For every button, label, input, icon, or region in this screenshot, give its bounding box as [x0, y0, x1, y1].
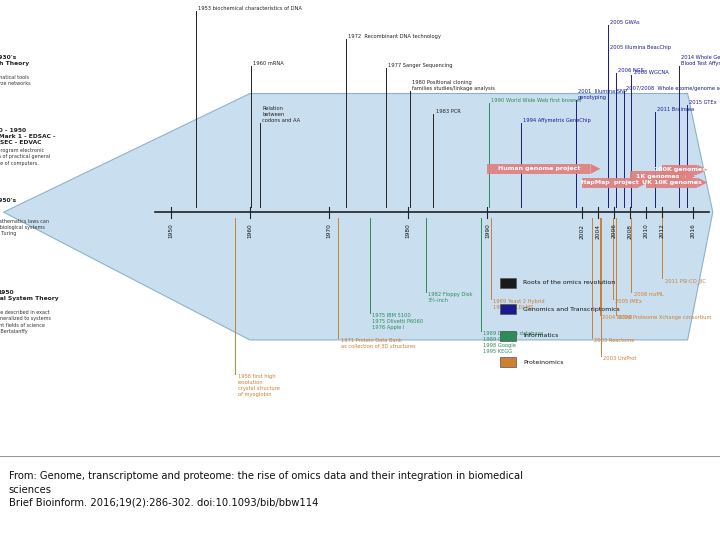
Text: 1990 World Wide Web first browser: 1990 World Wide Web first browser	[491, 98, 582, 103]
Text: 2006 NGS: 2006 NGS	[618, 68, 644, 73]
Text: 1990: 1990	[485, 224, 490, 239]
Text: 2012: 2012	[660, 224, 664, 239]
Text: Roots of the omics revolution: Roots of the omics revolution	[523, 280, 616, 286]
Text: 1970: 1970	[327, 224, 331, 239]
Text: 1958 first high
resolution
crystal structure
of myoglobin: 1958 first high resolution crystal struc…	[238, 374, 279, 397]
Text: 1989 DIP PPIs database
1989 GO
1998 Google
1995 KEGG: 1989 DIP PPIs database 1989 GO 1998 Goog…	[483, 331, 544, 354]
FancyBboxPatch shape	[500, 357, 516, 367]
Text: 1980: 1980	[406, 224, 410, 239]
Text: 2010: 2010	[644, 224, 648, 239]
Text: 2001  Illumina SNP
genotyping: 2001 Illumina SNP genotyping	[578, 90, 627, 100]
Text: Proteinomics: Proteinomics	[523, 360, 564, 365]
FancyBboxPatch shape	[487, 164, 590, 174]
Text: HapMap  project: HapMap project	[581, 180, 639, 185]
Text: UK 10K genomes: UK 10K genomes	[642, 180, 701, 185]
Text: Principles can be described in exact
formulas and generalized to systems
across : Principles can be described in exact for…	[0, 310, 51, 334]
Text: 2006: 2006	[612, 224, 616, 239]
Text: 1940 - 1950
Manchester Mark 1 - EDSAC -
SSEM - SSEC - EDVAC: 1940 - 1950 Manchester Mark 1 - EDSAC - …	[0, 128, 55, 145]
Text: 1972  Recombinant DNA technology: 1972 Recombinant DNA technology	[348, 34, 441, 39]
Text: From: Genome, transcriptome and proteome: the rise of omics data and their integ: From: Genome, transcriptome and proteome…	[9, 471, 523, 508]
Text: 2011 PSI:CO_JIC: 2011 PSI:CO_JIC	[665, 278, 706, 284]
FancyBboxPatch shape	[662, 165, 697, 175]
Polygon shape	[685, 171, 696, 181]
Text: 2016: 2016	[691, 224, 696, 238]
Text: 2003 Reactome: 2003 Reactome	[594, 338, 634, 343]
Text: 1960: 1960	[248, 224, 252, 238]
Text: 1953 biochemical characteristics of DNA: 1953 biochemical characteristics of DNA	[198, 6, 302, 11]
Text: 2015 GTEx: 2015 GTEx	[689, 100, 716, 105]
Text: 2004: 2004	[596, 224, 600, 239]
Text: 1994 Affymetrix GeneChip: 1994 Affymetrix GeneChip	[523, 118, 590, 123]
Text: 2006 Proteome Xchange consortium: 2006 Proteome Xchange consortium	[618, 315, 711, 320]
Text: 1977 Sanger Sequencing: 1977 Sanger Sequencing	[388, 63, 453, 69]
Text: 2008 WGCNA: 2008 WGCNA	[634, 70, 668, 75]
Text: 2005 GWAs: 2005 GWAs	[610, 20, 639, 25]
FancyBboxPatch shape	[582, 178, 638, 187]
Text: 2008 mzML: 2008 mzML	[634, 292, 663, 297]
Text: Genomics and Transcriptomics: Genomics and Transcriptomics	[523, 307, 620, 312]
Text: First stored-program electronic
computers. Idea of practical general
purpose use: First stored-program electronic computer…	[0, 148, 50, 166]
Text: Mathematical tools
to analyze networks: Mathematical tools to analyze networks	[0, 75, 30, 86]
FancyBboxPatch shape	[630, 171, 685, 181]
FancyBboxPatch shape	[646, 178, 697, 187]
Text: 1K genomes: 1K genomes	[636, 174, 680, 179]
Text: Relation
between
codons and AA: Relation between codons and AA	[262, 106, 300, 123]
Text: 1950's: 1950's	[0, 199, 17, 204]
Text: 1989 Yeast 2 Hybrid
1988 MALDI-MS: 1989 Yeast 2 Hybrid 1988 MALDI-MS	[493, 299, 545, 310]
Text: Human genome project: Human genome project	[498, 166, 580, 171]
Text: 2002: 2002	[580, 224, 585, 239]
Text: Informatics: Informatics	[523, 333, 559, 339]
Polygon shape	[638, 178, 648, 187]
Text: 1971 Protein Data Bank
as collection of 3D structures: 1971 Protein Data Bank as collection of …	[341, 338, 415, 349]
FancyBboxPatch shape	[500, 278, 516, 288]
Text: 1950
Holistic General System Theory: 1950 Holistic General System Theory	[0, 290, 59, 301]
FancyBboxPatch shape	[500, 305, 516, 314]
Text: 2004 MITAB: 2004 MITAB	[602, 315, 632, 320]
Text: 1980 Positional cloning
families studies/linkage analysis: 1980 Positional cloning families studies…	[412, 80, 495, 91]
Text: 1975 IBM 5100
1975 Olivetti P6060
1976 Apple I: 1975 IBM 5100 1975 Olivetti P6060 1976 A…	[372, 313, 423, 329]
Polygon shape	[4, 93, 713, 340]
Text: 1983 PCR: 1983 PCR	[436, 109, 460, 114]
Text: 2003 UniProt: 2003 UniProt	[603, 356, 636, 361]
Text: 2007/2008  Whole exome/genome seq.: 2007/2008 Whole exome/genome seq.	[626, 86, 720, 91]
Text: 2014 Whole Genome Post Natal
Blood Test Affymetrix: 2014 Whole Genome Post Natal Blood Test …	[681, 55, 720, 66]
Text: 2011 Brainsea: 2011 Brainsea	[657, 107, 695, 112]
Text: Physical and mathematics laws can
be applied to biological systems
A. Turing: Physical and mathematics laws can be app…	[0, 219, 49, 237]
FancyBboxPatch shape	[500, 331, 516, 341]
Text: 1930's
Graph Theory: 1930's Graph Theory	[0, 55, 29, 66]
Text: 2005 IMEx: 2005 IMEx	[615, 299, 642, 304]
Polygon shape	[697, 165, 707, 175]
Polygon shape	[697, 178, 707, 187]
Text: 1960 mRNA: 1960 mRNA	[253, 61, 284, 66]
Text: 1982 Floppy Disk
3½-inch: 1982 Floppy Disk 3½-inch	[428, 292, 472, 303]
Text: 2005 Illumina BeacChip: 2005 Illumina BeacChip	[610, 45, 671, 50]
Text: 2008: 2008	[628, 224, 632, 239]
Text: 1950: 1950	[168, 224, 173, 239]
Text: 100K genomes: 100K genomes	[654, 167, 706, 172]
Polygon shape	[590, 164, 600, 174]
